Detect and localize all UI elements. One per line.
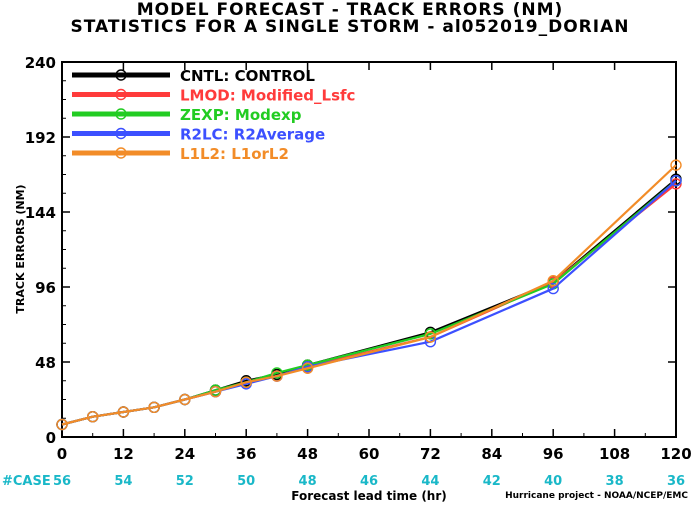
data-point (670, 159, 682, 171)
series-3 (56, 175, 682, 431)
y-tick-label: 144 (25, 204, 56, 222)
x-tick-label: 36 (236, 445, 257, 463)
legend-marker (115, 108, 127, 120)
series-line (61, 179, 677, 426)
case-count: 40 (544, 474, 562, 489)
credit-text: Hurricane project - NOAA/NCEP/EMC (505, 491, 688, 501)
data-point (271, 367, 283, 379)
case-count: 36 (667, 474, 685, 489)
data-point (424, 331, 437, 343)
legend-item: CNTL: CONTROL (72, 67, 315, 85)
plot-frame (61, 61, 677, 438)
data-point (209, 385, 222, 398)
series-4 (56, 159, 682, 431)
legend-marker (115, 147, 127, 159)
legend-marker (115, 88, 127, 101)
x-tick-label: 12 (113, 445, 134, 463)
x-tick-label: 48 (297, 445, 318, 463)
data-point (301, 362, 314, 374)
legend-item: ZEXP: Modexp (72, 106, 302, 124)
series-1 (56, 178, 682, 431)
case-count: 42 (483, 474, 501, 489)
y-tick-label: 192 (25, 129, 56, 147)
case-count: 46 (360, 474, 378, 489)
data-point (240, 376, 252, 389)
case-count: 38 (606, 474, 624, 489)
data-point (547, 275, 559, 287)
chart-title: MODEL FORECAST - TRACK ERRORS (NM) (136, 0, 564, 20)
data-point (271, 370, 283, 382)
y-tick-label: 0 (46, 429, 56, 447)
series-2 (56, 175, 682, 431)
legend-label: CNTL: CONTROL (180, 67, 315, 85)
case-label: #CASE (2, 474, 51, 489)
y-axis-label: TRACK ERRORS (NM) (14, 184, 27, 313)
legend-label: R2LC: R2Average (180, 126, 325, 144)
x-tick-label: 120 (660, 445, 691, 463)
legend-item: L1L2: L1orL2 (72, 145, 289, 163)
series-0 (56, 173, 682, 431)
legend-marker (115, 127, 127, 140)
y-tick-label: 240 (25, 54, 56, 72)
case-count: 52 (176, 474, 194, 489)
x-tick-label: 96 (543, 445, 564, 463)
data-point (56, 418, 68, 431)
y-tick-label: 96 (35, 279, 56, 297)
case-count: 48 (299, 474, 317, 489)
y-tick-label: 48 (35, 354, 56, 372)
legend-item: R2LC: R2Average (72, 126, 325, 144)
data-point (86, 410, 99, 423)
x-tick-label: 84 (481, 445, 502, 463)
data-point (148, 401, 160, 414)
case-count: 50 (237, 474, 255, 489)
legend-label: L1L2: L1orL2 (180, 145, 289, 163)
data-point (179, 393, 191, 406)
series-line (61, 178, 677, 426)
case-count: 44 (421, 474, 439, 489)
legend-marker (115, 69, 127, 81)
x-axis-label: Forecast lead time (hr) (291, 489, 447, 503)
series-line (61, 164, 677, 426)
legend-label: LMOD: Modified_Lsfc (180, 87, 355, 105)
x-tick-label: 60 (359, 445, 380, 463)
case-count: 56 (53, 474, 71, 489)
legend-label: ZEXP: Modexp (180, 106, 302, 124)
legend-item: LMOD: Modified_Lsfc (72, 87, 355, 105)
x-tick-label: 72 (420, 445, 441, 463)
x-tick-label: 24 (174, 445, 195, 463)
series-line (61, 179, 677, 426)
x-tick-label: 108 (599, 445, 630, 463)
series-layer (56, 159, 682, 431)
axes: 0 12 24 36 48 60 72 84 96 108 120 0 48 96 144 192 240 #CA… (2, 54, 692, 489)
data-point (547, 282, 559, 295)
chart-subtitle: STATISTICS FOR A SINGLE STORM - al052019… (70, 17, 630, 37)
x-tick-label: 0 (57, 445, 67, 463)
data-point (670, 175, 682, 187)
case-count: 54 (114, 474, 132, 489)
series-line (61, 183, 677, 426)
data-point (117, 406, 130, 418)
